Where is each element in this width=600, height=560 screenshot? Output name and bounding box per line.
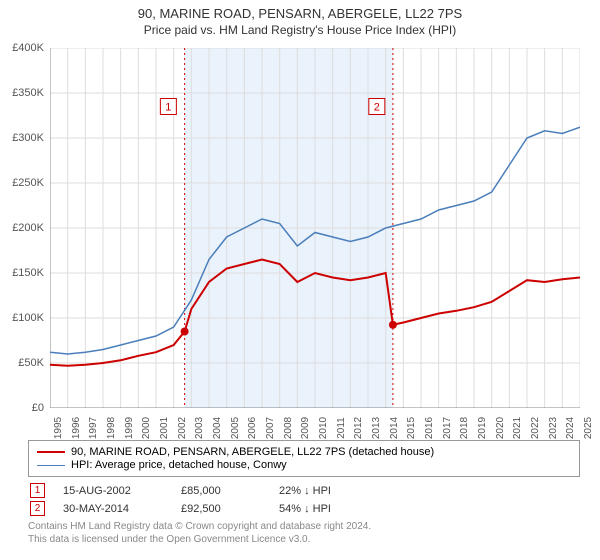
x-tick-label: 2018 <box>459 417 470 439</box>
chart-container: 90, MARINE ROAD, PENSARN, ABERGELE, LL22… <box>0 0 600 560</box>
title-block: 90, MARINE ROAD, PENSARN, ABERGELE, LL22… <box>0 0 600 37</box>
transaction-dot <box>181 328 189 336</box>
attribution-line2: This data is licensed under the Open Gov… <box>28 533 580 546</box>
x-tick-label: 2010 <box>318 417 329 439</box>
transaction-date: 15-AUG-2002 <box>63 485 163 497</box>
x-tick-label: 2019 <box>477 417 488 439</box>
legend-swatch <box>37 465 65 466</box>
x-tick-label: 2002 <box>177 417 188 439</box>
x-tick-label: 2001 <box>159 417 170 439</box>
legend-swatch <box>37 451 65 453</box>
x-tick-label: 2023 <box>548 417 559 439</box>
x-axis: 1995 1996 1997 1998 1999 2000 2001 2002 2003 2004… <box>50 408 580 438</box>
transactions-block: 1 15-AUG-2002 £85,000 22% ↓ HPI 2 30-MAY-2014… <box>28 483 580 516</box>
x-tick-label: 1997 <box>88 417 99 439</box>
attribution-line1: Contains HM Land Registry data © Crown c… <box>28 520 580 533</box>
y-tick-label: £150K <box>12 267 44 279</box>
y-tick-label: £350K <box>12 87 44 99</box>
x-tick-label: 2015 <box>406 417 417 439</box>
x-tick-label: 2020 <box>495 417 506 439</box>
transaction-price: £85,000 <box>181 485 261 497</box>
legend-row: 90, MARINE ROAD, PENSARN, ABERGELE, LL22… <box>37 446 571 458</box>
attribution: Contains HM Land Registry data © Crown c… <box>28 520 580 546</box>
callout-label: 2 <box>374 102 380 114</box>
x-tick-label: 2024 <box>565 417 576 439</box>
transaction-dot <box>389 321 397 329</box>
x-tick-label: 1999 <box>124 417 135 439</box>
transaction-date: 30-MAY-2014 <box>63 503 163 515</box>
x-tick-label: 2008 <box>283 417 294 439</box>
y-tick-label: £0 <box>32 402 44 414</box>
x-tick-label: 2022 <box>530 417 541 439</box>
callout-label: 1 <box>165 102 171 114</box>
x-tick-label: 2003 <box>194 417 205 439</box>
transaction-delta: 54% ↓ HPI <box>279 503 331 515</box>
x-tick-label: 2006 <box>247 417 258 439</box>
y-tick-label: £250K <box>12 177 44 189</box>
x-tick-label: 1996 <box>71 417 82 439</box>
x-tick-label: 2004 <box>212 417 223 439</box>
y-tick-label: £400K <box>12 42 44 54</box>
x-tick-label: 2021 <box>512 417 523 439</box>
transaction-marker: 2 <box>30 501 45 516</box>
x-tick-label: 2017 <box>442 417 453 439</box>
y-tick-label: £100K <box>12 312 44 324</box>
x-tick-label: 2007 <box>265 417 276 439</box>
y-tick-label: £50K <box>18 357 44 369</box>
legend-label: 90, MARINE ROAD, PENSARN, ABERGELE, LL22… <box>71 446 434 458</box>
x-tick-label: 1995 <box>53 417 64 439</box>
x-tick-label: 2005 <box>230 417 241 439</box>
chart-area: 12 <box>50 48 580 408</box>
legend-box: 90, MARINE ROAD, PENSARN, ABERGELE, LL22… <box>28 440 580 477</box>
x-tick-label: 2012 <box>353 417 364 439</box>
transaction-delta: 22% ↓ HPI <box>279 485 331 497</box>
footer: 90, MARINE ROAD, PENSARN, ABERGELE, LL22… <box>28 440 580 546</box>
x-tick-label: 2014 <box>389 417 400 439</box>
x-tick-label: 2025 <box>583 417 594 439</box>
chart-svg: 12 <box>50 48 580 408</box>
x-tick-label: 2013 <box>371 417 382 439</box>
x-tick-label: 2016 <box>424 417 435 439</box>
x-tick-label: 2000 <box>141 417 152 439</box>
x-tick-label: 1998 <box>106 417 117 439</box>
legend-label: HPI: Average price, detached house, Conw… <box>71 459 287 471</box>
transaction-price: £92,500 <box>181 503 261 515</box>
transaction-row: 1 15-AUG-2002 £85,000 22% ↓ HPI <box>30 483 580 498</box>
title-address: 90, MARINE ROAD, PENSARN, ABERGELE, LL22… <box>0 6 600 21</box>
x-tick-label: 2011 <box>336 417 347 439</box>
legend-row: HPI: Average price, detached house, Conw… <box>37 459 571 471</box>
title-subtitle: Price paid vs. HM Land Registry's House … <box>0 23 600 37</box>
transaction-row: 2 30-MAY-2014 £92,500 54% ↓ HPI <box>30 501 580 516</box>
transaction-marker: 1 <box>30 483 45 498</box>
y-tick-label: £200K <box>12 222 44 234</box>
y-axis: £0£50K£100K£150K£200K£250K£300K£350K£400… <box>0 48 50 408</box>
x-tick-label: 2009 <box>300 417 311 439</box>
y-tick-label: £300K <box>12 132 44 144</box>
